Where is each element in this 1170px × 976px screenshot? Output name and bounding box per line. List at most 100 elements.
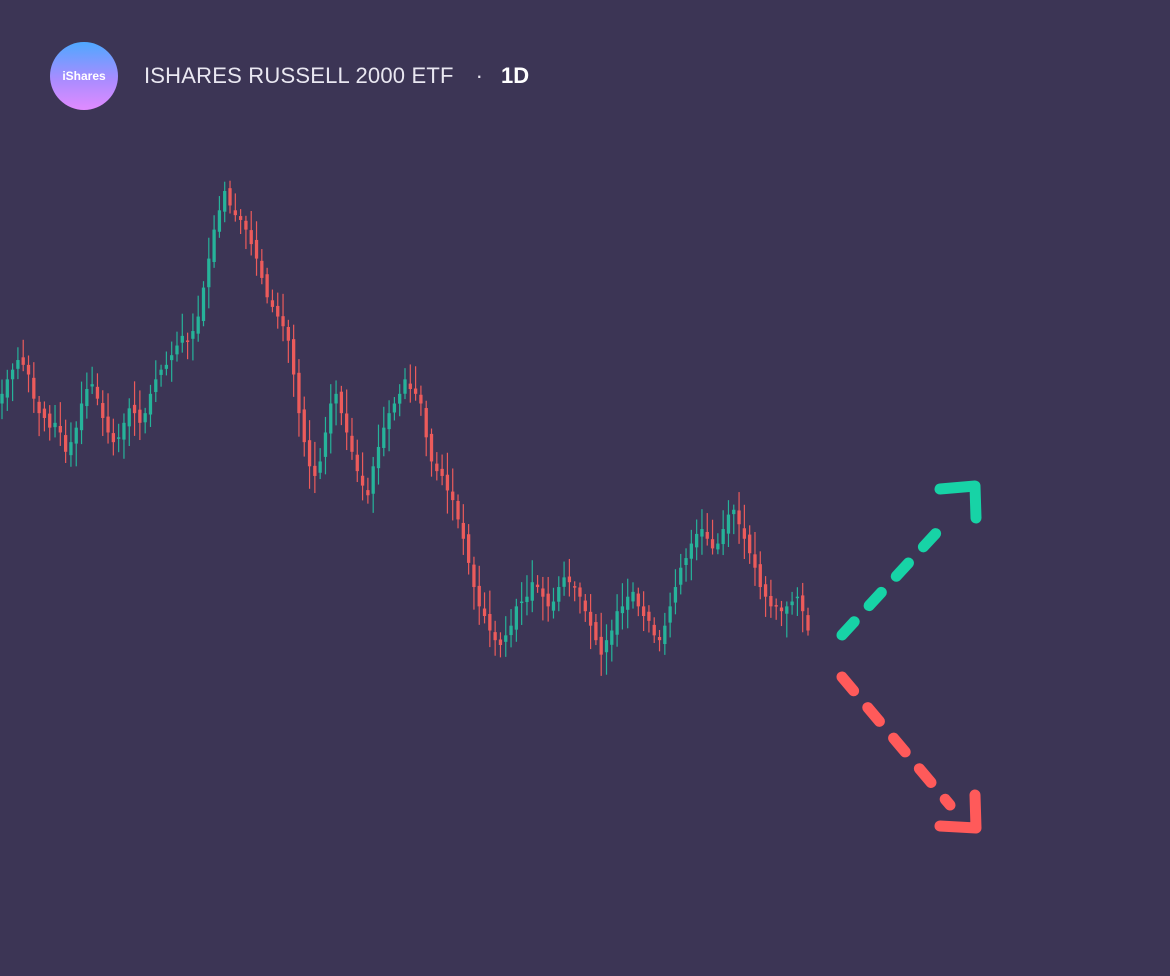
candle-down [345, 413, 349, 433]
candle-down [281, 316, 285, 327]
candle-up [679, 567, 683, 585]
candle-down [445, 474, 450, 491]
candle-up [207, 258, 211, 288]
candle-down [292, 339, 296, 375]
candle-up [382, 427, 386, 448]
symbol-title: ISHARES RUSSELL 2000 ETF [144, 63, 454, 88]
candle-down [244, 220, 248, 230]
candle-up [551, 601, 556, 611]
candle-up [69, 442, 73, 456]
candle-down [424, 408, 428, 438]
candle-down [260, 260, 264, 278]
candle-down [408, 383, 412, 390]
candle-up [74, 427, 78, 444]
candle-down [477, 585, 481, 607]
candle-down [138, 409, 142, 423]
candle-down [567, 576, 572, 583]
candle-up [0, 393, 4, 404]
candle-down [350, 435, 354, 452]
candle-down [249, 230, 253, 245]
title-separator: · [475, 63, 483, 88]
candle-up [732, 509, 736, 515]
candle-up [180, 335, 184, 343]
candle-down [588, 611, 593, 626]
candle-down [111, 433, 115, 443]
candle-down [286, 326, 290, 341]
candle-up [790, 601, 794, 606]
candle-up [5, 379, 9, 398]
candle-up [689, 543, 693, 559]
candle-up [122, 422, 126, 440]
candle-down [578, 587, 582, 597]
candle-up [615, 611, 619, 635]
candle-down [302, 409, 306, 443]
candle-down [238, 216, 243, 220]
candle-up [127, 408, 131, 427]
candle-up [196, 316, 200, 334]
candle-down [806, 615, 810, 631]
candle-up [154, 379, 158, 393]
candle-up [159, 369, 163, 375]
candle-up [170, 355, 174, 361]
candle-up [334, 393, 338, 404]
candle-down [413, 388, 418, 394]
candle-down [254, 239, 259, 259]
candle-down [493, 632, 497, 641]
candle-down [228, 188, 232, 206]
candle-down [748, 534, 752, 554]
candle-up [217, 210, 222, 232]
candle-down [307, 440, 312, 467]
candle-up [148, 393, 153, 415]
candle-up [85, 389, 89, 407]
candle-up [387, 413, 391, 430]
candle-down [488, 614, 492, 631]
candle-up [716, 543, 720, 550]
candle-up [53, 422, 57, 428]
candle-down [37, 401, 41, 414]
candle-down [265, 274, 269, 298]
candle-down [535, 584, 540, 588]
candles-group [0, 180, 810, 676]
candle-down [594, 622, 598, 641]
candle-up [562, 577, 566, 587]
candle-up [504, 635, 508, 642]
candle-up [329, 403, 333, 434]
candle-down [63, 435, 68, 452]
candle-up [673, 587, 678, 603]
candle-down [801, 595, 805, 612]
candle-up [79, 403, 84, 431]
candle-down [106, 416, 110, 433]
candle-down [636, 593, 640, 607]
candle-down [652, 624, 656, 636]
candle-down [42, 408, 47, 418]
candle-up [684, 558, 688, 566]
candle-up [631, 591, 635, 602]
candle-up [530, 582, 534, 601]
candle-down [451, 491, 455, 501]
candle-down [482, 608, 487, 617]
candle-down [435, 463, 439, 472]
candle-up [376, 446, 381, 469]
candle-down [710, 539, 715, 549]
candle-up [610, 630, 614, 645]
candle-up [663, 625, 667, 645]
candle-down [541, 588, 545, 597]
candle-up [700, 529, 704, 537]
candle-down [339, 391, 344, 414]
candle-down [456, 500, 460, 520]
candle-down [641, 606, 646, 617]
candle-up [323, 432, 328, 457]
candle-up [785, 606, 789, 614]
candle-down [737, 510, 741, 525]
candle-up [90, 384, 94, 387]
candle-down [742, 528, 747, 539]
candle-up [143, 413, 147, 423]
candle-down [440, 468, 444, 476]
candle-down [233, 210, 237, 216]
candle-up [604, 640, 609, 653]
interval-label[interactable]: 1D [501, 63, 530, 88]
candle-down [313, 465, 317, 476]
candle-up [175, 345, 179, 355]
candle-down [429, 433, 434, 462]
candle-up [668, 606, 672, 623]
